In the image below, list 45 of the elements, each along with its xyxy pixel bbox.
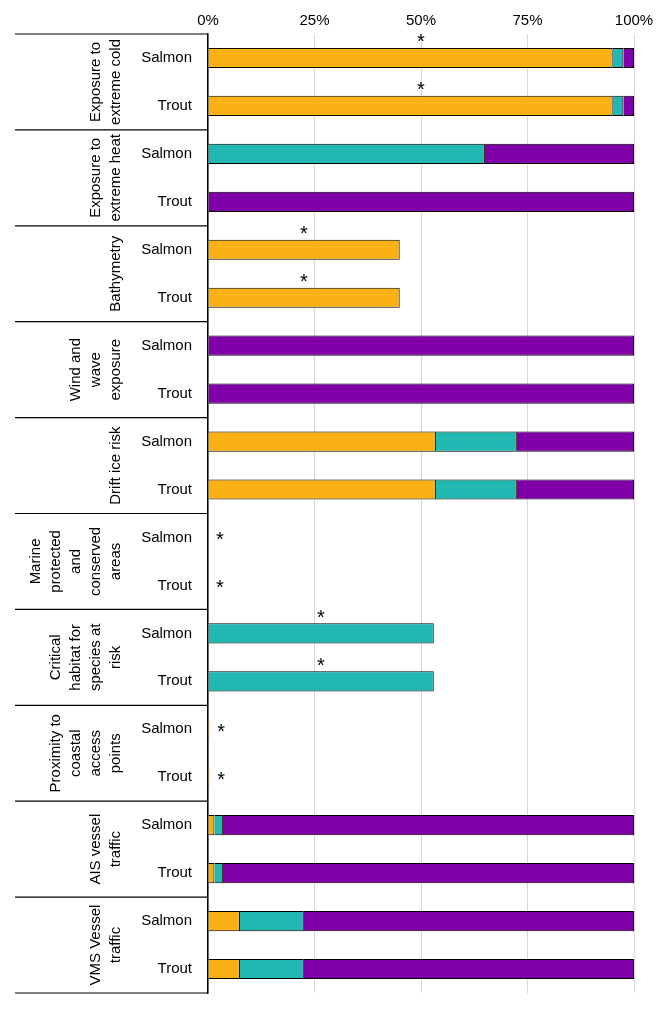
y-tick-label: Trout [157,287,193,305]
text: AIS vessel traffic [86,813,123,885]
text: Proximity to coastal access points [46,714,123,793]
data-label: * [417,78,426,101]
data-label: * [316,605,325,628]
data-label: * [316,653,325,676]
text: Exposure to extreme cold [86,39,123,125]
text: Bathymetry [106,235,123,312]
y-tick-label: Salmon [141,48,192,66]
y-tick-label: Salmon [141,144,192,162]
text: Exposure to extreme heat [86,133,123,222]
text: Wind and wave exposure [66,337,123,402]
text: VMS Vessel traffic [86,904,123,986]
y-tick-label: Trout [157,96,193,114]
y-tick-label: Salmon [141,431,192,449]
y-tick-label: Salmon [141,239,192,257]
y-tick-label: Trout [157,671,193,689]
y-tick-label: Trout [157,959,193,977]
y-tick-label: Trout [157,383,193,401]
y-tick-label: Salmon [141,527,192,545]
y-tick-label: Salmon [141,623,192,641]
y-tick-label: Salmon [141,335,192,353]
y-tick-label: Salmon [141,911,192,929]
data-label: * [417,30,426,53]
x-tick-label: 0% [197,11,219,29]
text: Drift ice risk [106,425,123,505]
data-label: * [217,767,226,790]
y-tick-label: Trout [157,191,193,209]
x-tick-label: 100% [614,11,654,29]
text: Critical habitat for species at risk [46,622,123,692]
data-label: * [216,527,224,550]
y-tick-label: Trout [157,863,193,881]
y-tick-label: Salmon [141,719,192,737]
y-tick-label: Trout [157,767,193,785]
x-tick-label: 75% [512,11,543,29]
data-label: * [217,719,226,742]
x-tick-label: 50% [405,11,437,29]
x-tick-label: 25% [299,11,330,29]
data-label: * [299,222,308,245]
y-tick-label: Trout [157,479,193,497]
text: Marine protected and conserved areas [26,526,123,597]
y-tick-label: Trout [157,575,193,593]
y-tick-label: Salmon [141,815,192,833]
data-label: * [216,575,224,598]
data-label: * [299,270,308,293]
